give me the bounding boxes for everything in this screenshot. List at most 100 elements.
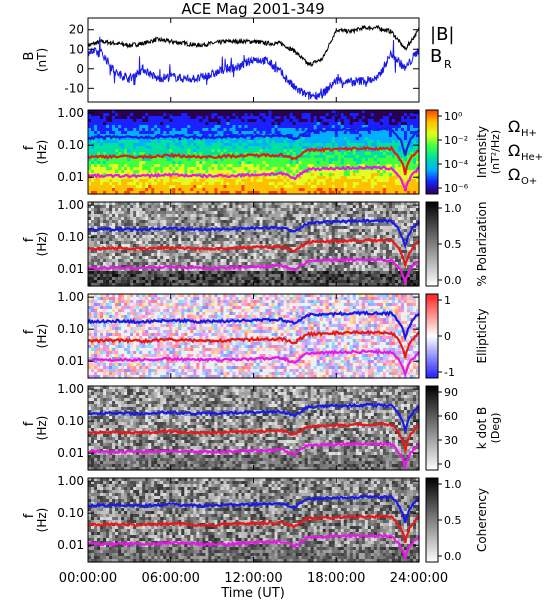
heatmap-cell	[175, 137, 179, 141]
heatmap-cell	[373, 179, 378, 183]
heatmap-cell	[199, 131, 203, 135]
heatmap-cell	[184, 164, 188, 168]
heatmap-cell	[115, 244, 119, 248]
heatmap-cell	[352, 191, 357, 195]
heatmap-cell	[136, 116, 140, 120]
heatmap-cell	[250, 223, 255, 227]
heatmap-cell	[193, 179, 197, 183]
heatmap-cell	[157, 191, 161, 195]
heatmap-cell	[295, 182, 300, 186]
heatmap-cell	[304, 140, 309, 144]
heatmap-cell	[166, 238, 170, 242]
heatmap-cell	[94, 205, 98, 209]
heatmap-cell	[118, 185, 122, 189]
heatmap-cell	[349, 158, 354, 162]
heatmap-cell	[358, 125, 363, 129]
heatmap-cell	[139, 140, 143, 144]
heatmap-cell	[382, 226, 387, 230]
heatmap-cell	[316, 214, 321, 218]
heatmap-cell	[328, 217, 333, 221]
heatmap-cell	[277, 128, 282, 132]
heatmap-cell	[121, 134, 125, 138]
heatmap-cell	[352, 182, 357, 186]
heatmap-cell	[388, 116, 393, 120]
heatmap-cell	[160, 208, 164, 212]
heatmap-cell	[136, 250, 140, 254]
heatmap-cell	[130, 137, 134, 141]
heatmap-cell	[265, 205, 270, 209]
heatmap-cell	[106, 149, 110, 153]
heatmap-cell	[355, 226, 360, 230]
heatmap-cell	[259, 128, 264, 132]
heatmap-cell	[283, 188, 288, 192]
heatmap-cell	[367, 119, 372, 123]
heatmap-cell	[376, 116, 381, 120]
heatmap-cell	[178, 223, 182, 227]
heatmap-cell	[409, 176, 414, 180]
heatmap-cell	[316, 179, 321, 183]
heatmap-cell	[391, 125, 396, 129]
heatmap-cell	[289, 244, 294, 248]
heatmap-cell	[211, 170, 215, 174]
heatmap-cell	[313, 143, 318, 147]
heatmap-cell	[385, 232, 390, 236]
heatmap-cell	[112, 205, 116, 209]
heatmap-cell	[280, 205, 285, 209]
heatmap-cell	[226, 244, 231, 248]
heatmap-cell	[256, 119, 261, 123]
heatmap-cell	[136, 164, 140, 168]
heatmap-cell	[121, 211, 125, 215]
heatmap-cell	[172, 232, 176, 236]
heatmap-cell	[223, 167, 228, 171]
heatmap-cell	[403, 235, 408, 239]
heatmap-cell	[370, 113, 375, 117]
heatmap-cell	[241, 238, 246, 242]
heatmap-cell	[379, 116, 384, 120]
heatmap-cell	[208, 116, 212, 120]
heatmap-cell	[295, 205, 300, 209]
heatmap-cell	[283, 238, 288, 242]
heatmap-cell	[334, 211, 339, 215]
heatmap-cell	[190, 143, 194, 147]
heatmap-cell	[259, 176, 264, 180]
heatmap-cell	[106, 158, 110, 162]
heatmap-cell	[148, 122, 152, 126]
heatmap-cell	[124, 164, 128, 168]
heatmap-cell	[415, 164, 420, 168]
heatmap-cell	[391, 137, 396, 141]
heatmap-cell	[343, 191, 348, 195]
heatmap-cell	[406, 152, 411, 156]
heatmap-cell	[415, 211, 420, 215]
heatmap-cell	[394, 185, 399, 189]
heatmap-cell	[184, 140, 188, 144]
heatmap-cell	[220, 182, 225, 186]
heatmap-cell	[397, 235, 402, 239]
heatmap-cell	[331, 188, 336, 192]
heatmap-cell	[208, 146, 212, 150]
heatmap-cell	[205, 208, 209, 212]
heatmap-cell	[358, 241, 363, 245]
heatmap-cell	[286, 167, 291, 171]
heatmap-cell	[259, 217, 264, 221]
heatmap-cell	[100, 170, 104, 174]
heatmap-cell	[292, 155, 297, 159]
heatmap-cell	[97, 223, 101, 227]
heatmap-cell	[151, 220, 155, 224]
heatmap-cell	[331, 182, 336, 186]
heatmap-cell	[337, 214, 342, 218]
heatmap-cell	[388, 208, 393, 212]
heatmap-cell	[337, 110, 342, 114]
heatmap-cell	[205, 122, 209, 126]
heatmap-cell	[295, 128, 300, 132]
heatmap-cell	[199, 149, 203, 153]
heatmap-cell	[199, 170, 203, 174]
heatmap-cell	[88, 167, 92, 171]
heatmap-cell	[187, 161, 191, 165]
heatmap-cell	[106, 131, 110, 135]
heatmap-cell	[190, 229, 194, 233]
heatmap-cell	[97, 235, 101, 239]
heatmap-cell	[196, 131, 200, 135]
heatmap-cell	[298, 208, 303, 212]
heatmap-cell	[151, 176, 155, 180]
heatmap-cell	[376, 223, 381, 227]
